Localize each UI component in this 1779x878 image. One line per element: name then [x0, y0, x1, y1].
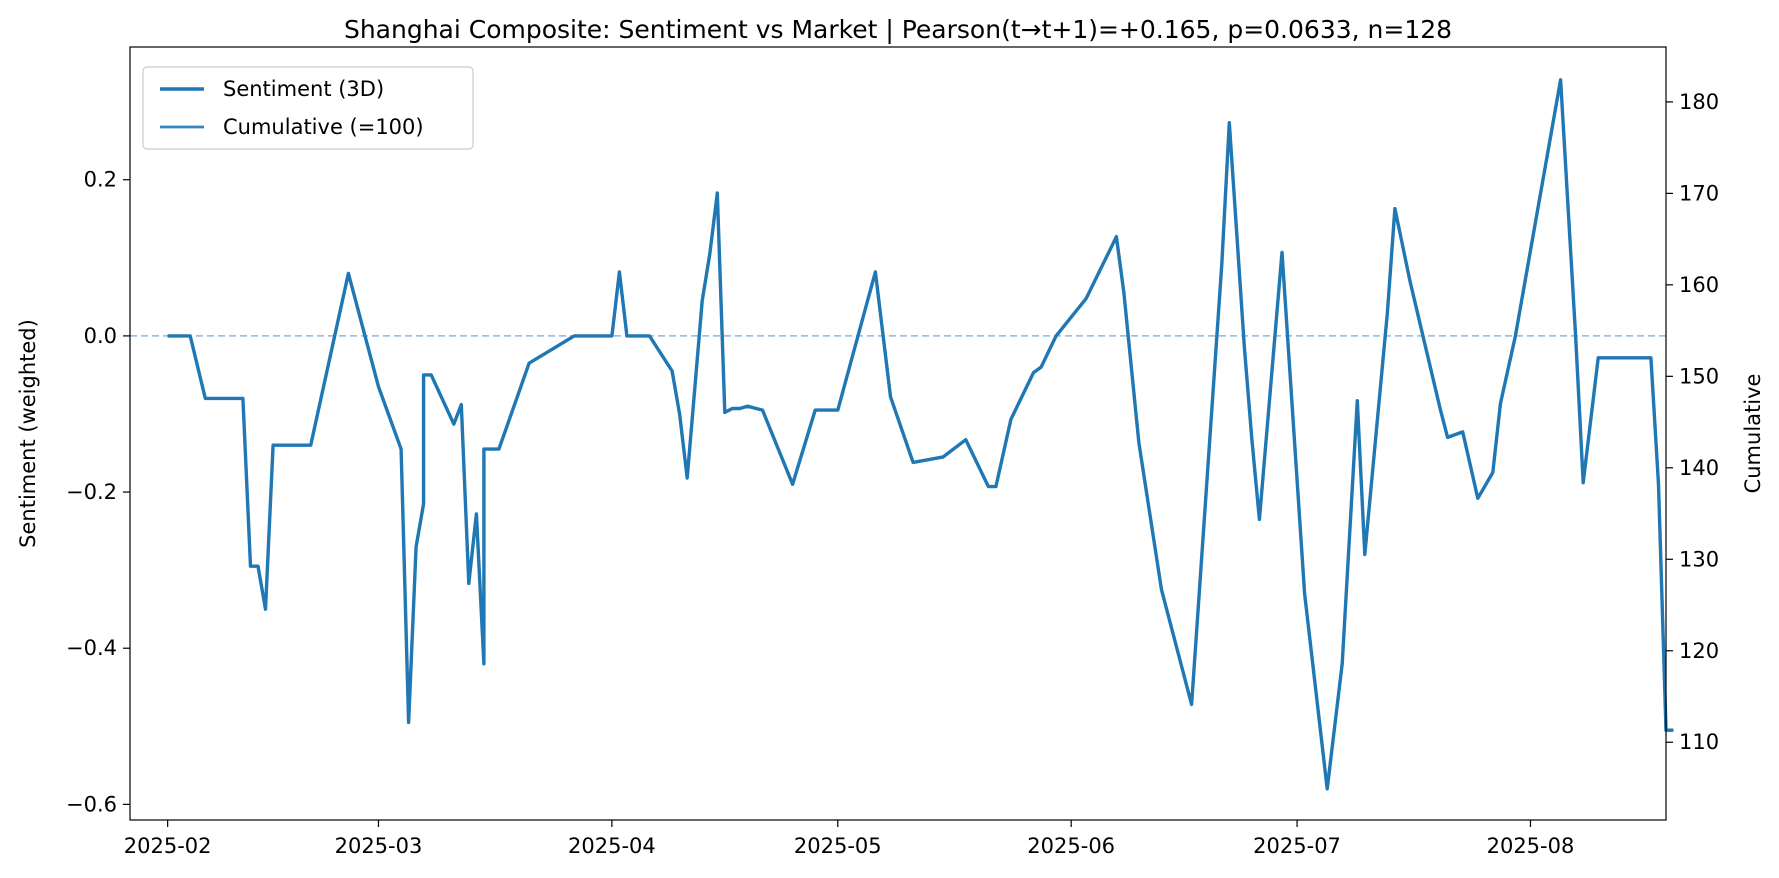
x-tick-label: 2025-06 — [1027, 834, 1115, 858]
legend-label: Sentiment (3D) — [223, 77, 384, 101]
y-right-tick-label: 180 — [1679, 90, 1719, 114]
y-right-tick-label: 160 — [1679, 273, 1719, 297]
legend-label: Cumulative (=100) — [223, 115, 424, 139]
y-left-tick-label: 0.2 — [84, 168, 117, 192]
y-right-tick-label: 120 — [1679, 639, 1719, 663]
plot-area: 2025-02 2025-03 2025-04 2025-05 2025-06 2025-… — [66, 46, 1719, 858]
y-axis-right-label: Cumulative — [1741, 374, 1765, 494]
x-tick-label: 2025-02 — [124, 834, 212, 858]
y-right-tick-label: 110 — [1679, 730, 1719, 754]
series-line-sentiment — [167, 78, 1674, 791]
plot-frame — [129, 46, 1667, 821]
y-axis-left-label: Sentiment (weighted) — [16, 319, 40, 548]
x-tick-label: 2025-07 — [1253, 834, 1341, 858]
x-tick-label: 2025-05 — [794, 834, 882, 858]
y-left-tick-label: 0.0 — [84, 324, 117, 348]
chart-title: Shanghai Composite: Sentiment vs Market … — [344, 15, 1452, 44]
y-right-tick-label: 150 — [1679, 364, 1719, 388]
legend: Sentiment (3D) Cumulative (=100) — [142, 66, 474, 150]
y-right-tick-label: 170 — [1679, 181, 1719, 205]
y-left-tick-label: −0.2 — [66, 480, 117, 504]
legend-box — [142, 66, 474, 150]
x-tick-label: 2025-04 — [568, 834, 656, 858]
y-right-tick-label: 130 — [1679, 547, 1719, 571]
y-left-tick-label: −0.4 — [66, 636, 117, 660]
y-right-tick-label: 140 — [1679, 456, 1719, 480]
x-tick-label: 2025-08 — [1487, 834, 1575, 858]
x-tick-label: 2025-03 — [335, 834, 423, 858]
y-left-tick-label: −0.6 — [66, 792, 117, 816]
